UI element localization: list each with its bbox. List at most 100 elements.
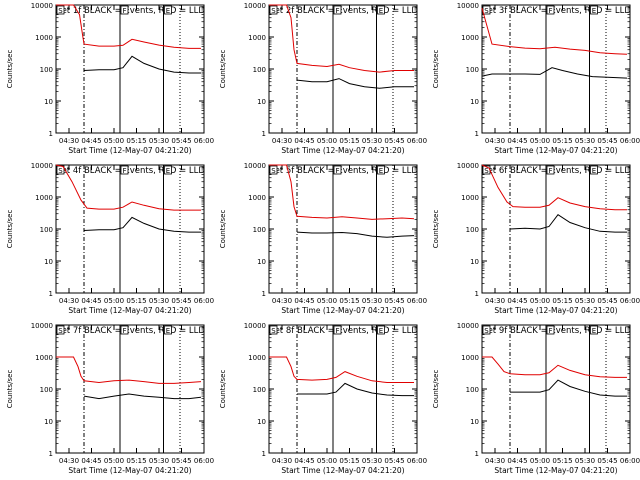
chart-title: Det 3f BLACK = Events, RED = LLD — [481, 6, 631, 16]
y-tick-label: 1000 — [248, 34, 266, 42]
x-axis-label: Start Time (12-May-07 04:21:20) — [281, 466, 404, 475]
event-marker-box — [164, 325, 172, 335]
y-tick-label: 10 — [257, 98, 266, 106]
corner-label: S — [484, 7, 489, 15]
x-tick-label: 05:15 — [552, 297, 572, 305]
series-line-lld — [55, 164, 201, 211]
event-marker-label: F — [122, 167, 126, 175]
y-tick-label: 100 — [40, 226, 53, 234]
event-marker-label: E — [592, 167, 596, 175]
x-tick-label: 04:45 — [81, 297, 101, 305]
plot-frame — [55, 4, 205, 134]
event-marker-box — [120, 5, 129, 15]
series-line-events — [509, 214, 627, 233]
x-tick-label: 05:00 — [530, 457, 550, 465]
x-tick-label: 05:00 — [530, 137, 550, 145]
y-tick-label: 1000 — [35, 194, 53, 202]
event-marker-label: F — [548, 327, 552, 335]
plot-frame — [268, 324, 418, 454]
corner-label: S — [271, 7, 276, 15]
series-line-lld — [56, 356, 202, 384]
x-tick-label: 04:45 — [294, 137, 314, 145]
event-marker-label: E — [379, 327, 383, 335]
x-tick-label: 05:00 — [317, 457, 337, 465]
y-tick-label: 1000 — [248, 194, 266, 202]
y-tick-label: 1000 — [35, 34, 53, 42]
x-tick-label: 05:45 — [597, 137, 617, 145]
y-tick-label: 10 — [470, 418, 479, 426]
x-tick-label: 04:30 — [59, 457, 79, 465]
series-line-events — [297, 382, 414, 397]
corner-box — [56, 325, 65, 335]
x-tick-label: 05:15 — [339, 457, 359, 465]
x-tick-label: 05:00 — [104, 457, 124, 465]
y-axis-label: Counts/sec — [219, 210, 227, 249]
x-tick-label: 04:30 — [59, 137, 79, 145]
chart-title: Det 7f BLACK = Events, RED = LLD — [55, 326, 205, 336]
chart-title: Det 9f BLACK = Events, RED = LLD — [481, 326, 631, 336]
event-marker-box — [546, 325, 555, 335]
corner-box — [482, 325, 491, 335]
y-tick-label: 10 — [44, 258, 53, 266]
x-axis-label: Start Time (12-May-07 04:21:20) — [68, 146, 191, 155]
x-tick-label: 05:30 — [575, 137, 595, 145]
y-tick-label: 10000 — [457, 162, 479, 170]
detector-panel: Det 1f BLACK = Events, RED = LLD Counts/s… — [6, 2, 214, 155]
chart-title: Det 4f BLACK = Events, RED = LLD — [55, 166, 205, 176]
y-tick-label: 1 — [49, 130, 53, 138]
event-marker-box — [164, 165, 172, 175]
x-tick-label: 05:30 — [149, 137, 169, 145]
x-tick-label: 05:45 — [171, 297, 191, 305]
event-marker-label: F — [335, 7, 339, 15]
y-tick-label: 1000 — [461, 34, 479, 42]
x-tick-label: 05:30 — [575, 457, 595, 465]
y-tick-label: 1 — [475, 290, 479, 298]
y-tick-label: 10 — [470, 98, 479, 106]
x-tick-label: 05:45 — [171, 457, 191, 465]
x-tick-label: 04:30 — [485, 457, 505, 465]
x-tick-label: 05:45 — [171, 137, 191, 145]
x-axis-label: Start Time (12-May-07 04:21:20) — [494, 466, 617, 475]
detector-panel: Det 6f BLACK = Events, RED = LLD Counts/s… — [432, 162, 640, 315]
detector-panel: Det 9f BLACK = Events, RED = LLD Counts/s… — [432, 322, 640, 475]
x-tick-label: 05:15 — [339, 297, 359, 305]
y-tick-label: 1 — [475, 450, 479, 458]
x-tick-label: 05:15 — [552, 137, 572, 145]
x-tick-label: 05:15 — [552, 457, 572, 465]
event-marker-box — [377, 5, 385, 15]
x-tick-label: 04:45 — [507, 297, 527, 305]
detector-panel: Det 8f BLACK = Events, RED = LLD Counts/s… — [219, 322, 427, 475]
series-line-lld — [56, 4, 201, 49]
series-line-events — [296, 78, 414, 89]
series-line-events — [83, 393, 202, 400]
y-tick-label: 100 — [466, 66, 479, 74]
chart-title: Det 6f BLACK = Events, RED = LLD — [481, 166, 631, 176]
y-tick-label: 1000 — [35, 354, 53, 362]
x-axis-label: Start Time (12-May-07 04:21:20) — [281, 146, 404, 155]
y-tick-label: 10 — [257, 418, 266, 426]
series-line-events — [83, 216, 201, 233]
y-tick-label: 1 — [49, 290, 53, 298]
x-tick-label: 05:45 — [597, 457, 617, 465]
x-tick-label: 04:45 — [507, 137, 527, 145]
detector-panel: Det 7f BLACK = Events, RED = LLD Counts/s… — [6, 322, 214, 475]
series-line-lld — [269, 4, 414, 73]
event-marker-label: E — [592, 327, 596, 335]
x-tick-label: 04:45 — [507, 457, 527, 465]
y-tick-label: 10 — [257, 258, 266, 266]
y-tick-label: 1 — [262, 450, 266, 458]
plot-frame — [481, 324, 631, 454]
detector-panel: Det 5f BLACK = Events, RED = LLD Counts/s… — [219, 162, 427, 315]
x-tick-label: 06:00 — [620, 297, 640, 305]
x-tick-label: 04:45 — [81, 137, 101, 145]
y-tick-label: 1000 — [461, 354, 479, 362]
event-marker-label: F — [335, 327, 339, 335]
x-tick-label: 05:45 — [384, 137, 404, 145]
event-marker-box — [164, 5, 172, 15]
y-tick-label: 1 — [262, 130, 266, 138]
y-tick-label: 10000 — [31, 162, 53, 170]
series-line-lld — [481, 7, 628, 55]
y-tick-label: 1000 — [248, 354, 266, 362]
event-marker-box — [590, 5, 598, 15]
x-tick-label: 04:30 — [485, 137, 505, 145]
